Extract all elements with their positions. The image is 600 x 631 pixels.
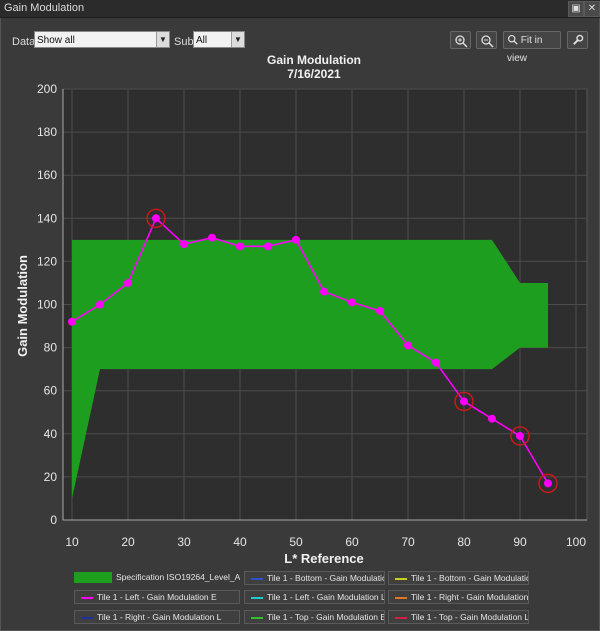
y-tick-label: 140: [37, 211, 57, 225]
window-titlebar: Gain Modulation ▣ ✕: [0, 0, 600, 18]
x-tick-label: 50: [289, 535, 303, 549]
y-axis-label: Gain Modulation: [15, 255, 30, 357]
series-line: [71, 216, 549, 484]
data-point: [544, 479, 552, 488]
legend-item[interactable]: Tile 1 - Top - Gain Modulation L: [388, 610, 529, 624]
legend-label: Specification ISO19264_Level_A: [116, 572, 240, 582]
x-tick-label: 30: [177, 535, 191, 549]
legend-swatch: [81, 596, 93, 599]
data-point: [236, 242, 244, 251]
legend-label: Tile 1 - Right - Gain Modulation L: [97, 612, 222, 622]
plot-area: 0 20 40 60 80 100 120 140 160 180 200 10 20 30 40 50 60 7…: [37, 82, 588, 549]
y-tick-label: 180: [37, 125, 57, 139]
legend-label: Tile 1 - Left - Gain Modulation E: [97, 592, 217, 602]
legend-item[interactable]: Tile 1 - Right - Gain Modulation E: [388, 590, 529, 604]
chart-title: Gain Modulation: [267, 53, 361, 67]
chart-subtitle: 7/16/2021: [287, 67, 341, 81]
data-point: [432, 358, 440, 367]
y-tick-label: 80: [44, 341, 58, 355]
search-icon: [507, 34, 518, 45]
legend-label: Tile 1 - Bottom - Gain Modulation E: [267, 573, 384, 583]
data-point: [348, 298, 356, 307]
data-select[interactable]: Show all ▼: [34, 31, 170, 48]
legend-item[interactable]: Tile 1 - Top - Gain Modulation E: [244, 610, 385, 624]
restore-icon[interactable]: ▣: [568, 1, 584, 17]
x-tick-label: 40: [233, 535, 247, 549]
zoom-out-button[interactable]: [476, 31, 497, 49]
sub-label: Sub: [174, 36, 194, 48]
zoom-out-icon: [480, 35, 494, 48]
flag-ring: [510, 426, 530, 446]
legend-swatch: [395, 577, 407, 580]
x-tick-label: 20: [121, 535, 135, 549]
legend-swatch: [251, 596, 263, 599]
data-point: [404, 341, 412, 350]
y-tick-label: 120: [37, 254, 57, 268]
x-tick-label: 90: [513, 535, 527, 549]
data-point: [516, 431, 524, 440]
legend-label: Tile 1 - Top - Gain Modulation E: [267, 612, 385, 622]
x-tick-label: 100: [566, 535, 586, 549]
legend-item[interactable]: Tile 1 - Bottom - Gain Modulation L: [388, 571, 529, 585]
legend-item[interactable]: Tile 1 - Right - Gain Modulation L: [74, 610, 240, 624]
legend-label: Tile 1 - Left - Gain Modulation L: [267, 592, 385, 602]
data-point: [152, 214, 160, 223]
x-tick-label: 10: [65, 535, 79, 549]
legend-label: Tile 1 - Top - Gain Modulation L: [411, 612, 529, 622]
data-point: [460, 397, 468, 406]
y-tick-label: 100: [37, 298, 57, 312]
x-axis-label: L* Reference: [284, 551, 363, 566]
zoom-in-icon: [454, 35, 468, 48]
legend-item[interactable]: Tile 1 - Left - Gain Modulation E: [74, 590, 240, 604]
flag-ring: [538, 473, 558, 494]
x-tick-label: 80: [457, 535, 471, 549]
y-tick-label: 160: [37, 168, 57, 182]
legend-swatch: [251, 616, 263, 619]
spec-band-area: [72, 239, 548, 499]
data-point: [488, 414, 496, 423]
flag-ring: [454, 391, 474, 412]
chevron-down-icon[interactable]: ▼: [156, 32, 169, 47]
data-point: [124, 278, 132, 287]
data-point: [292, 235, 300, 244]
legend-item[interactable]: Specification ISO19264_Level_A: [74, 571, 240, 585]
data-point: [68, 317, 76, 326]
fit-in-view-label: Fit in view: [507, 35, 543, 64]
y-tick-label: 40: [44, 427, 58, 441]
data-point: [376, 306, 384, 315]
legend-label: Tile 1 - Bottom - Gain Modulation L: [411, 573, 528, 583]
flag-ring: [146, 208, 166, 229]
sub-select[interactable]: All ▼: [193, 31, 245, 48]
legend-item[interactable]: Tile 1 - Bottom - Gain Modulation E: [244, 571, 385, 585]
legend-swatch: [395, 616, 407, 619]
zoom-in-button[interactable]: [450, 31, 471, 49]
data-label: Data: [12, 36, 36, 48]
y-tick-label: 60: [44, 384, 58, 398]
y-tick-label: 20: [44, 470, 58, 484]
legend-swatch: [251, 577, 263, 580]
x-tick-label: 60: [345, 535, 359, 549]
data-point: [96, 300, 104, 309]
data-point: [208, 233, 216, 242]
data-select-value: Show all: [37, 35, 75, 46]
legend-swatch: [81, 616, 93, 619]
data-point: [180, 240, 188, 249]
legend-swatch: [395, 596, 407, 599]
y-tick-label: 0: [50, 513, 57, 527]
legend-label: Tile 1 - Right - Gain Modulation E: [411, 592, 529, 602]
fit-in-view-button[interactable]: Fit in view: [503, 31, 561, 64]
legend-item[interactable]: Tile 1 - Left - Gain Modulation L: [244, 590, 385, 604]
sub-select-value: All: [196, 35, 208, 46]
settings-button[interactable]: [567, 31, 588, 49]
y-tick-label: 200: [37, 82, 57, 96]
legend-swatch: [74, 572, 112, 584]
x-tick-label: 70: [401, 535, 415, 549]
chevron-down-icon[interactable]: ▼: [231, 32, 244, 47]
window-title: Gain Modulation: [4, 2, 85, 14]
wrench-icon: [573, 34, 584, 45]
data-point: [320, 287, 328, 296]
data-point: [264, 242, 272, 251]
